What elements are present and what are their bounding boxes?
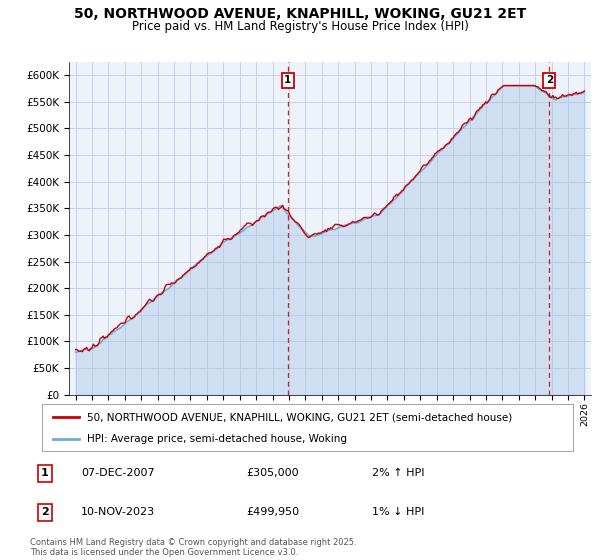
Text: 50, NORTHWOOD AVENUE, KNAPHILL, WOKING, GU21 2ET: 50, NORTHWOOD AVENUE, KNAPHILL, WOKING, … bbox=[74, 7, 526, 21]
Text: 50, NORTHWOOD AVENUE, KNAPHILL, WOKING, GU21 2ET (semi-detached house): 50, NORTHWOOD AVENUE, KNAPHILL, WOKING, … bbox=[87, 412, 512, 422]
Text: 1: 1 bbox=[284, 75, 291, 85]
Text: 2: 2 bbox=[545, 75, 553, 85]
Text: HPI: Average price, semi-detached house, Woking: HPI: Average price, semi-detached house,… bbox=[87, 434, 347, 444]
Text: £305,000: £305,000 bbox=[246, 468, 299, 478]
Text: £499,950: £499,950 bbox=[246, 507, 299, 517]
Text: 10-NOV-2023: 10-NOV-2023 bbox=[81, 507, 155, 517]
Text: 07-DEC-2007: 07-DEC-2007 bbox=[81, 468, 155, 478]
Text: Price paid vs. HM Land Registry's House Price Index (HPI): Price paid vs. HM Land Registry's House … bbox=[131, 20, 469, 32]
Text: 1: 1 bbox=[41, 468, 49, 478]
Text: Contains HM Land Registry data © Crown copyright and database right 2025.
This d: Contains HM Land Registry data © Crown c… bbox=[30, 538, 356, 557]
Text: 2% ↑ HPI: 2% ↑ HPI bbox=[372, 468, 425, 478]
Text: 2: 2 bbox=[41, 507, 49, 517]
Text: 1% ↓ HPI: 1% ↓ HPI bbox=[372, 507, 424, 517]
